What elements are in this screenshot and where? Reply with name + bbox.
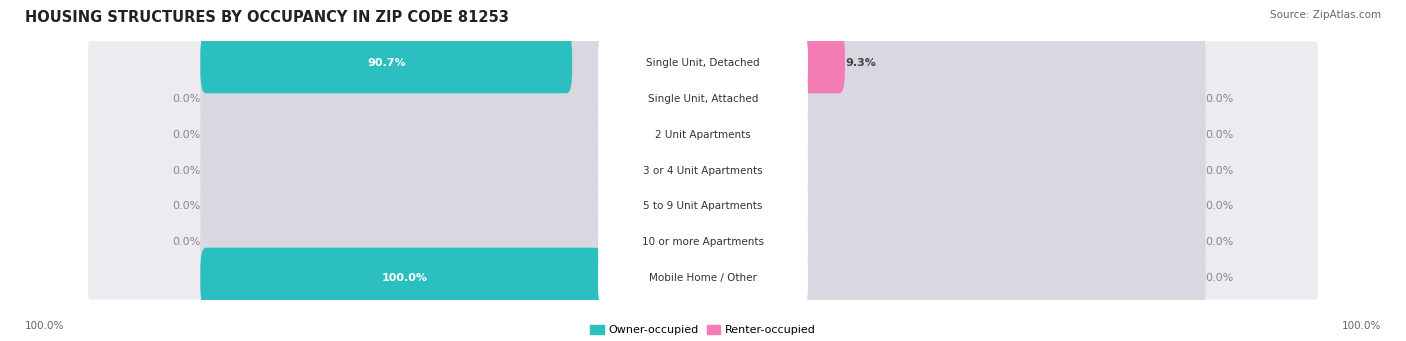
FancyBboxPatch shape	[598, 105, 808, 165]
FancyBboxPatch shape	[598, 212, 808, 272]
Text: 0.0%: 0.0%	[1206, 273, 1234, 283]
FancyBboxPatch shape	[797, 33, 845, 93]
Text: 3 or 4 Unit Apartments: 3 or 4 Unit Apartments	[643, 165, 763, 176]
Text: 100.0%: 100.0%	[25, 321, 65, 331]
FancyBboxPatch shape	[89, 77, 1317, 121]
FancyBboxPatch shape	[200, 140, 1206, 201]
FancyBboxPatch shape	[598, 140, 808, 201]
FancyBboxPatch shape	[89, 220, 1317, 264]
FancyBboxPatch shape	[200, 212, 1206, 272]
FancyBboxPatch shape	[200, 33, 572, 93]
Text: 0.0%: 0.0%	[172, 201, 200, 211]
FancyBboxPatch shape	[598, 33, 808, 93]
Text: Single Unit, Attached: Single Unit, Attached	[648, 94, 758, 104]
Text: 0.0%: 0.0%	[1206, 130, 1234, 140]
FancyBboxPatch shape	[89, 256, 1317, 300]
Text: 5 to 9 Unit Apartments: 5 to 9 Unit Apartments	[644, 201, 762, 211]
FancyBboxPatch shape	[89, 41, 1317, 85]
FancyBboxPatch shape	[200, 248, 609, 308]
FancyBboxPatch shape	[598, 248, 808, 308]
Text: 2 Unit Apartments: 2 Unit Apartments	[655, 130, 751, 140]
Text: 0.0%: 0.0%	[1206, 165, 1234, 176]
FancyBboxPatch shape	[598, 176, 808, 236]
Text: Mobile Home / Other: Mobile Home / Other	[650, 273, 756, 283]
FancyBboxPatch shape	[200, 176, 1206, 236]
Text: 9.3%: 9.3%	[845, 58, 876, 68]
Text: HOUSING STRUCTURES BY OCCUPANCY IN ZIP CODE 81253: HOUSING STRUCTURES BY OCCUPANCY IN ZIP C…	[25, 10, 509, 25]
Text: 90.7%: 90.7%	[367, 58, 405, 68]
FancyBboxPatch shape	[89, 149, 1317, 192]
Text: Source: ZipAtlas.com: Source: ZipAtlas.com	[1270, 10, 1381, 20]
Text: 0.0%: 0.0%	[172, 237, 200, 247]
FancyBboxPatch shape	[200, 33, 1206, 93]
Text: Single Unit, Detached: Single Unit, Detached	[647, 58, 759, 68]
Legend: Owner-occupied, Renter-occupied: Owner-occupied, Renter-occupied	[591, 325, 815, 336]
FancyBboxPatch shape	[200, 105, 1206, 165]
FancyBboxPatch shape	[200, 248, 1206, 308]
Text: 0.0%: 0.0%	[1206, 201, 1234, 211]
FancyBboxPatch shape	[200, 69, 1206, 129]
Text: 0.0%: 0.0%	[1206, 94, 1234, 104]
FancyBboxPatch shape	[89, 184, 1317, 228]
Text: 0.0%: 0.0%	[172, 94, 200, 104]
FancyBboxPatch shape	[89, 113, 1317, 157]
Text: 100.0%: 100.0%	[381, 273, 427, 283]
Text: 0.0%: 0.0%	[172, 165, 200, 176]
Text: 0.0%: 0.0%	[1206, 237, 1234, 247]
Text: 10 or more Apartments: 10 or more Apartments	[643, 237, 763, 247]
Text: 100.0%: 100.0%	[1341, 321, 1381, 331]
Text: 0.0%: 0.0%	[172, 130, 200, 140]
FancyBboxPatch shape	[598, 69, 808, 129]
